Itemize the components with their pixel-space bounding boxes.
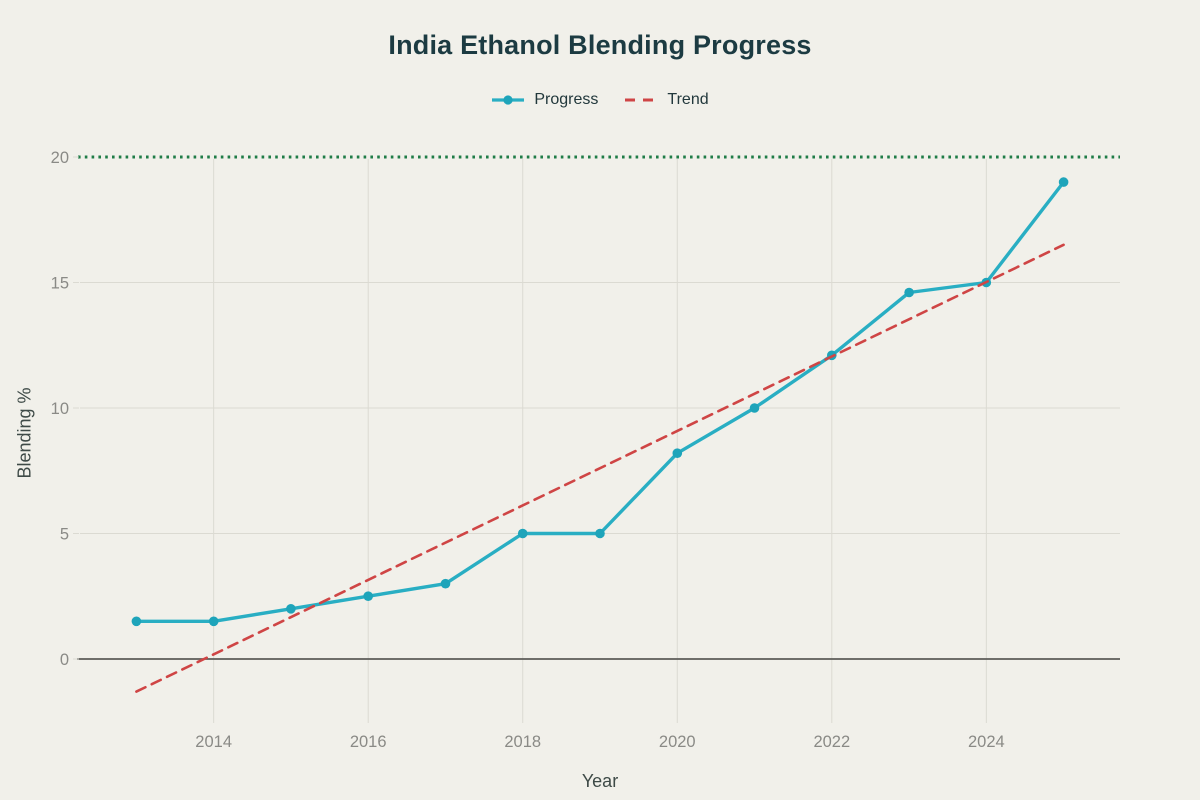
- trend-dash-swatch: [625, 98, 658, 102]
- x-tick-label-2022: 2022: [813, 733, 850, 751]
- legend-item-progress[interactable]: Progress: [491, 91, 598, 109]
- y-tick-label-10: 10: [51, 400, 69, 418]
- y-tick-label-0: 0: [60, 651, 69, 669]
- data-point-2016[interactable]: [363, 591, 374, 601]
- chart-title: India Ethanol Blending Progress: [388, 30, 812, 60]
- y-tick-label-20: 20: [51, 149, 69, 167]
- legend-label-progress: Progress: [534, 91, 599, 108]
- data-point-2017[interactable]: [440, 578, 451, 589]
- legend-label-trend: Trend: [667, 91, 709, 108]
- trend-line: [135, 243, 1065, 693]
- progress-line-swatch: [492, 95, 525, 105]
- data-point-2023[interactable]: [904, 287, 914, 298]
- x-tick-label-2014: 2014: [195, 733, 232, 751]
- x-tick-label-2024: 2024: [968, 733, 1005, 751]
- data-point-2020[interactable]: [672, 448, 683, 459]
- data-point-2021[interactable]: [749, 403, 760, 413]
- legend-item-trend[interactable]: Trend: [624, 91, 709, 109]
- x-tick-label-2018: 2018: [504, 733, 541, 751]
- data-point-2013[interactable]: [131, 616, 142, 627]
- y-tick-label-5: 5: [60, 525, 69, 543]
- x-tick-label-2020: 2020: [659, 733, 696, 751]
- y-tick-label-15: 15: [51, 274, 69, 292]
- data-point-2018[interactable]: [517, 528, 528, 539]
- y-axis-title: Blending %: [14, 387, 35, 479]
- data-point-2019[interactable]: [595, 528, 605, 539]
- data-point-2015[interactable]: [286, 604, 296, 614]
- x-axis-title: Year: [581, 771, 619, 791]
- legend: Progress Trend: [0, 91, 1200, 109]
- x-tick-label-2016: 2016: [350, 733, 387, 751]
- data-point-2014[interactable]: [208, 616, 219, 627]
- data-point-2025[interactable]: [1058, 177, 1069, 187]
- progress-line: [134, 180, 1066, 623]
